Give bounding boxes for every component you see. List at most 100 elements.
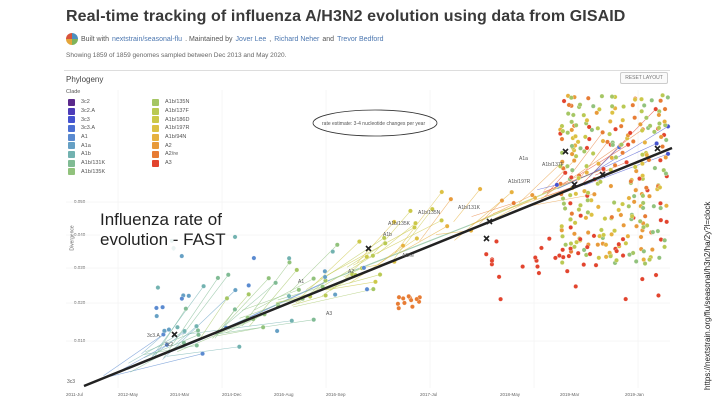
tree-tip[interactable] [657,185,663,190]
tree-tip[interactable] [647,123,653,129]
tree-tip[interactable] [572,231,577,237]
tree-tip[interactable] [559,223,565,229]
tree-tip[interactable] [621,104,626,109]
tree-tip[interactable] [233,287,238,293]
tree-tip[interactable] [391,219,397,225]
tree-tip[interactable] [578,145,583,151]
tree-tip[interactable] [575,250,581,256]
tree-tip[interactable] [664,203,669,209]
tree-tip[interactable] [260,324,266,330]
tree-tip[interactable] [656,255,662,261]
tree-tip[interactable] [632,164,638,170]
tree-tip[interactable] [620,150,625,156]
tree-tip[interactable] [620,117,626,123]
tree-tip[interactable] [633,168,639,174]
tree-tip[interactable] [637,218,643,224]
tree-tip[interactable] [496,274,502,280]
tree-tip[interactable] [647,193,652,199]
tree-tip[interactable] [520,264,525,269]
tree-tip[interactable] [559,260,565,265]
tree-tip[interactable] [274,328,280,334]
tree-tip[interactable] [382,240,388,246]
tree-tip[interactable] [373,279,378,285]
tree-tip[interactable] [603,242,609,248]
tree-tip[interactable] [609,214,615,220]
tree-tip[interactable] [581,112,587,118]
tree-tip[interactable] [609,232,614,237]
tree-tip[interactable] [560,233,565,239]
tree-tip[interactable] [494,239,499,244]
tree-tip[interactable] [662,237,668,243]
tree-tip[interactable] [633,259,639,264]
tree-tip[interactable] [657,121,662,126]
tree-tip[interactable] [179,296,185,301]
tree-tip[interactable] [448,196,454,202]
tree-tip[interactable] [568,217,573,222]
tree-tip[interactable] [584,244,590,250]
tree-tip[interactable] [660,92,665,98]
tree-tip[interactable] [652,165,658,171]
tree-tip[interactable] [601,232,606,238]
tree-tip[interactable] [656,125,662,131]
legend-item-a1[interactable]: A1 [68,133,105,142]
tree-tip[interactable] [621,222,627,228]
tree-tip[interactable] [662,244,667,250]
tree-tip[interactable] [332,292,338,297]
tree-tip[interactable] [553,255,558,261]
legend-item-3c2a[interactable]: 3c2.A [68,107,105,116]
maintainer-link-jover[interactable]: Jover Lee [235,35,267,43]
tree-tip[interactable] [266,275,272,281]
tree-tip[interactable] [607,131,612,137]
tree-tip[interactable] [640,200,646,206]
tree-tip[interactable] [509,189,515,195]
tree-tip[interactable] [251,255,257,261]
tree-tip[interactable] [561,98,567,104]
tree-tip[interactable] [599,93,605,99]
tree-tip[interactable] [573,122,579,128]
tree-tip[interactable] [568,95,574,101]
tree-tip[interactable] [400,296,406,301]
tree-tip[interactable] [412,225,417,230]
tree-tip[interactable] [370,253,376,259]
tree-tip[interactable] [665,151,671,157]
tree-tip[interactable] [589,212,594,218]
tree-tip[interactable] [414,236,420,241]
tree-tip[interactable] [574,239,579,245]
tree-tip[interactable] [565,130,571,136]
tree-tip[interactable] [583,215,589,221]
tree-tip[interactable] [364,286,370,292]
tree-tip[interactable] [194,323,199,329]
source-url[interactable]: https://nextstrain.org/flu/seasonal/h3n2… [703,201,712,390]
tree-tip[interactable] [294,267,300,273]
tree-tip[interactable] [584,163,589,169]
maintainer-link-richard[interactable]: Richard Neher [274,35,320,43]
tree-tip[interactable] [618,123,624,129]
tree-tip[interactable] [595,125,601,131]
tree-tip[interactable] [164,342,170,348]
tree-tip[interactable] [642,213,648,219]
tree-tip[interactable] [560,247,566,253]
tree-tip[interactable] [663,155,669,160]
tree-tip[interactable] [565,163,570,169]
tree-tip[interactable] [154,305,159,311]
tree-tip[interactable] [364,254,370,260]
tree-tip[interactable] [600,130,605,135]
tree-tip[interactable] [322,268,328,274]
tree-tip[interactable] [647,257,652,262]
tree-tip[interactable] [577,236,583,242]
tree-tip[interactable] [620,236,626,242]
tree-tip[interactable] [665,95,671,100]
tree-tip[interactable] [640,161,645,166]
tree-tip[interactable] [444,223,450,229]
tree-tip[interactable] [641,248,647,254]
tree-tip[interactable] [601,166,606,172]
tree-tip[interactable] [656,293,661,298]
tree-tip[interactable] [572,244,577,250]
tree-tip[interactable] [639,96,644,102]
tree-tip[interactable] [634,223,639,229]
legend-item-a1b-137f[interactable]: A1b/137F [152,107,189,116]
tree-tip[interactable] [578,213,584,219]
tree-tip[interactable] [529,192,535,198]
tree-tip[interactable] [592,191,597,197]
tree-tip[interactable] [608,253,613,259]
